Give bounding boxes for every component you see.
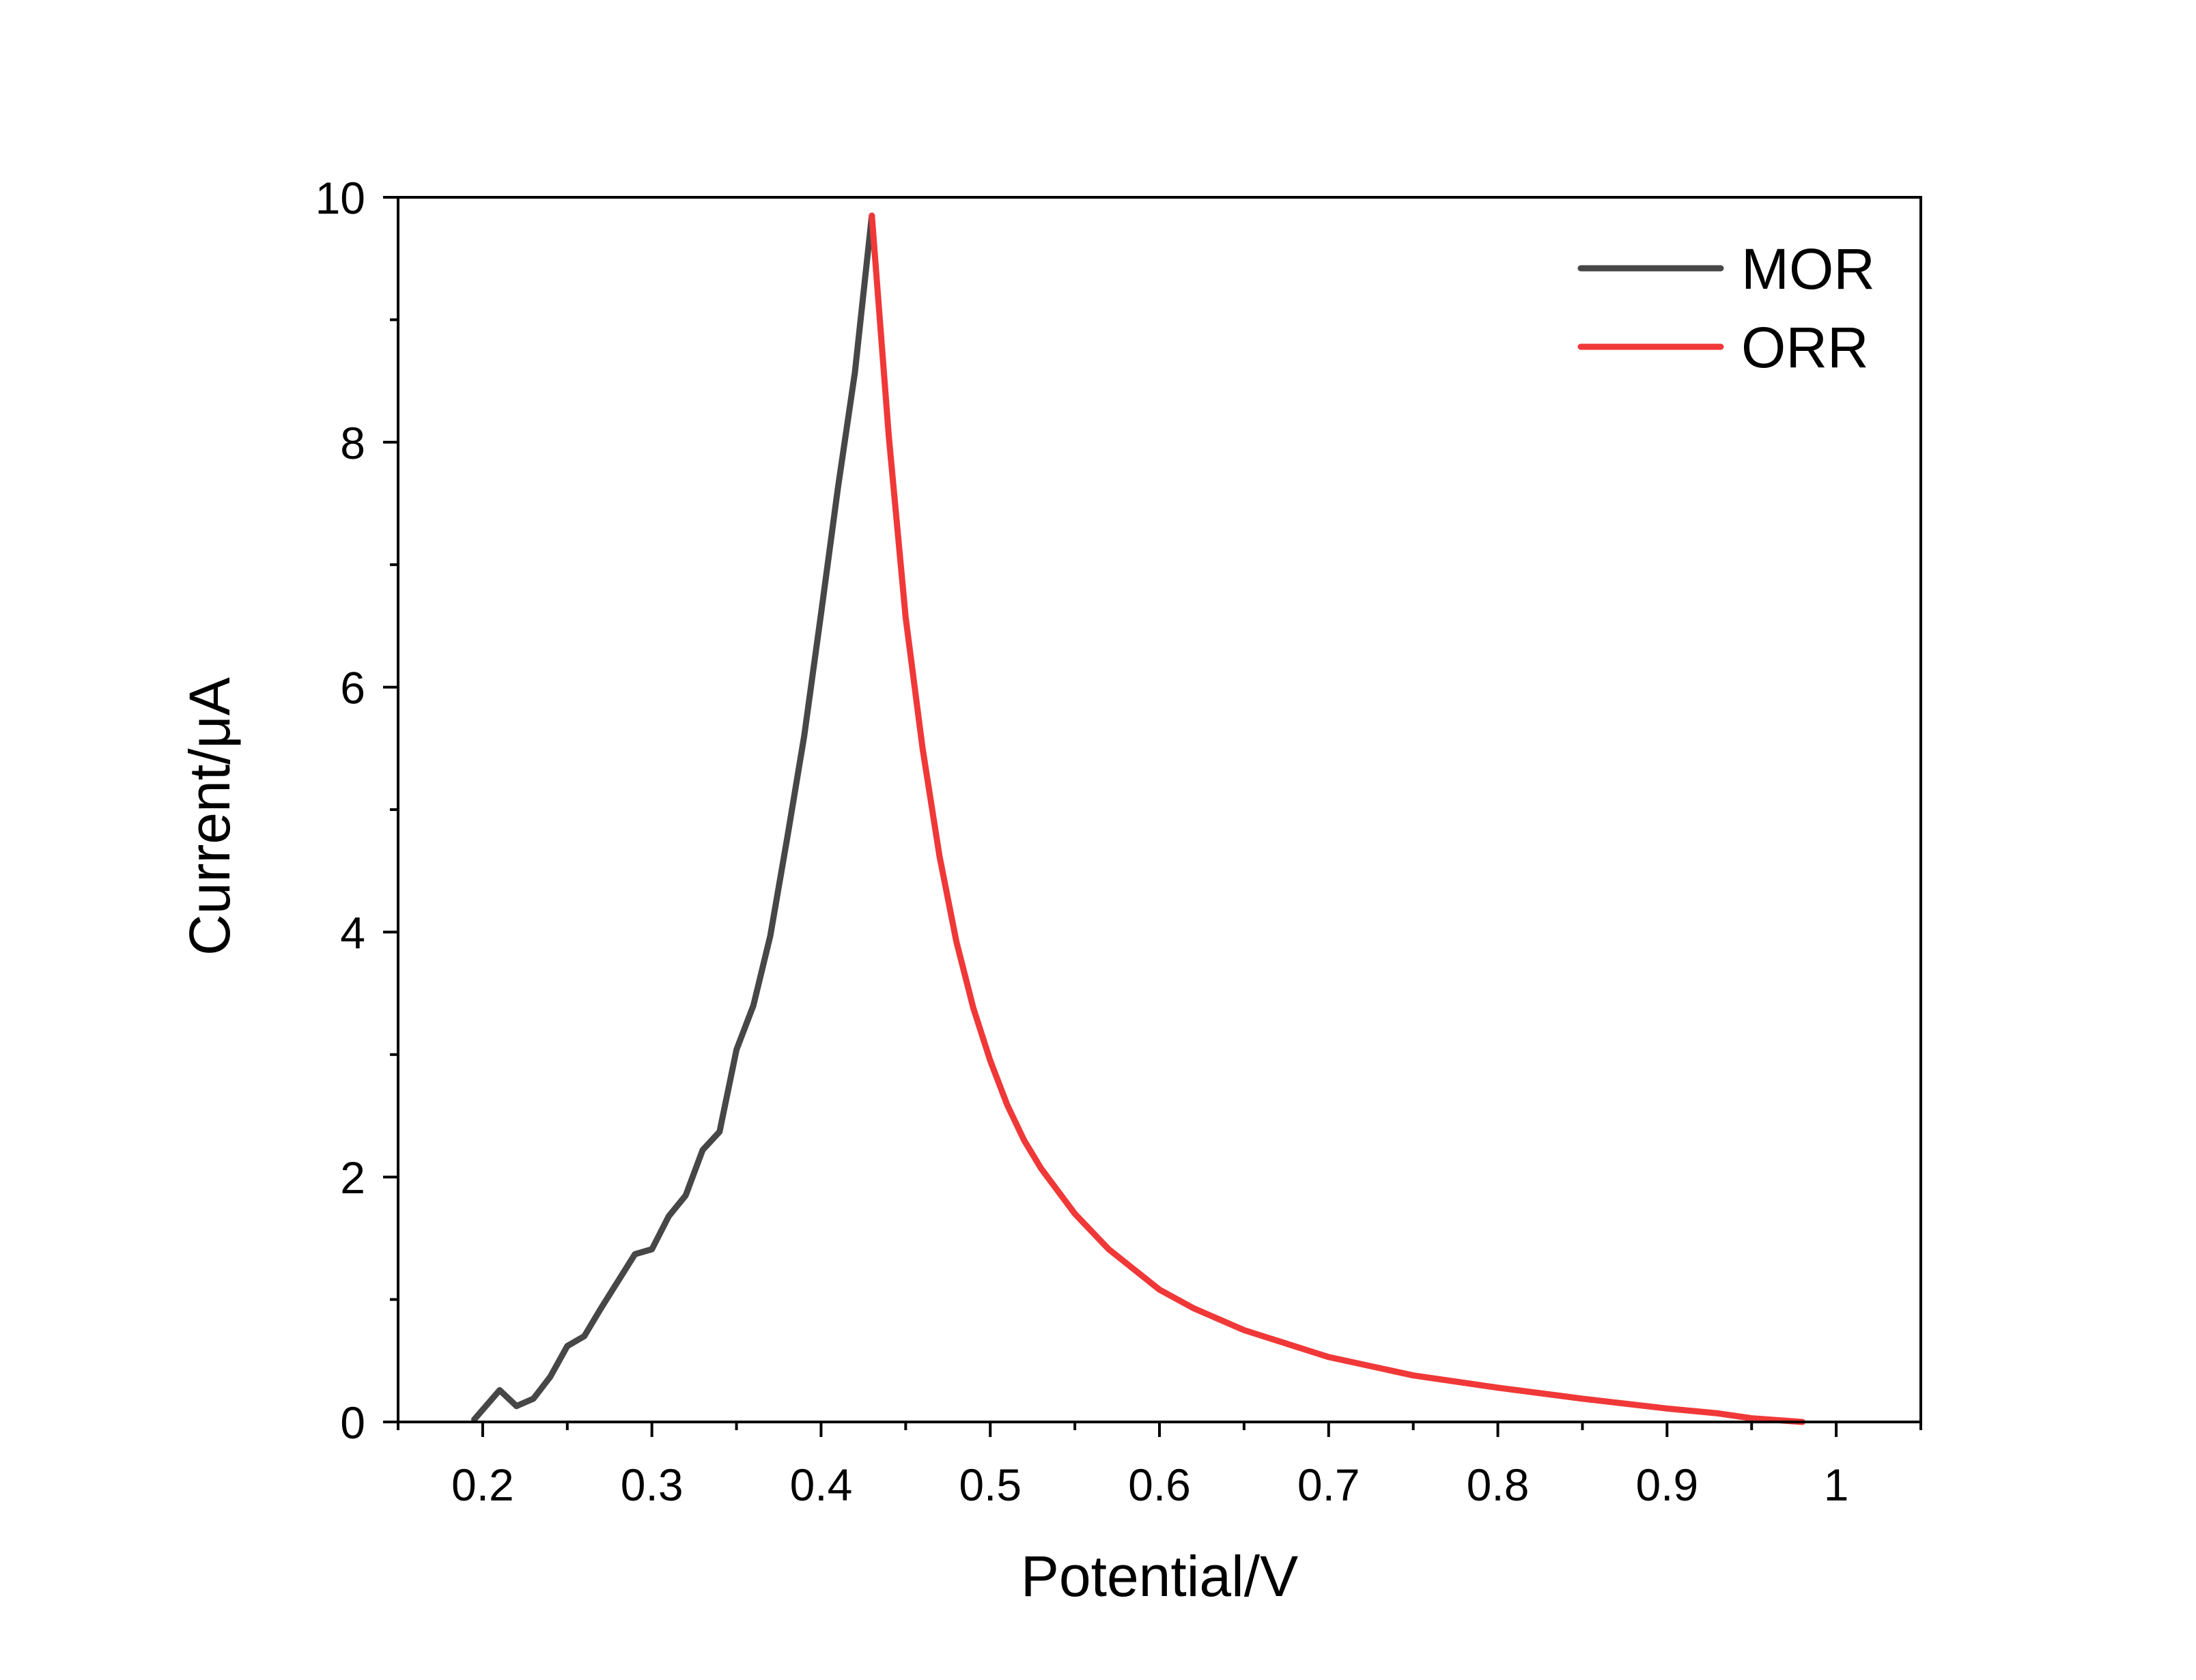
y-tick-label: 2 [340, 1152, 365, 1203]
legend: MOR ORR [1577, 237, 1875, 380]
y-axis-title: Current/μA [178, 677, 242, 956]
legend-label-mor: MOR [1741, 237, 1875, 301]
y-tick-label: 4 [340, 907, 365, 958]
series-line-orr [869, 212, 1806, 1425]
x-tick-label: 0.9 [1635, 1460, 1698, 1510]
series-line-mor [471, 212, 875, 1423]
x-tick-label: 1 [1824, 1460, 1849, 1510]
y-tick-label: 10 [315, 173, 365, 223]
x-axis-title: Potential/V [1021, 1544, 1298, 1608]
y-tick-label: 6 [340, 663, 365, 713]
x-tick-label: 0.8 [1467, 1460, 1530, 1510]
x-tick-label: 0.7 [1297, 1460, 1360, 1510]
y-tick-label: 0 [340, 1397, 365, 1448]
plot-frame [397, 196, 1922, 1423]
series-layer [471, 212, 1806, 1425]
x-tick-label: 0.3 [621, 1460, 684, 1510]
x-tick-label: 0.4 [790, 1460, 853, 1510]
legend-label-orr: ORR [1741, 315, 1869, 380]
x-tick-label: 0.6 [1128, 1460, 1191, 1510]
x-tick-label: 0.5 [959, 1460, 1022, 1510]
axis-ticks [383, 196, 1922, 1437]
x-tick-label: 0.2 [451, 1460, 514, 1510]
y-tick-label: 8 [340, 418, 365, 468]
